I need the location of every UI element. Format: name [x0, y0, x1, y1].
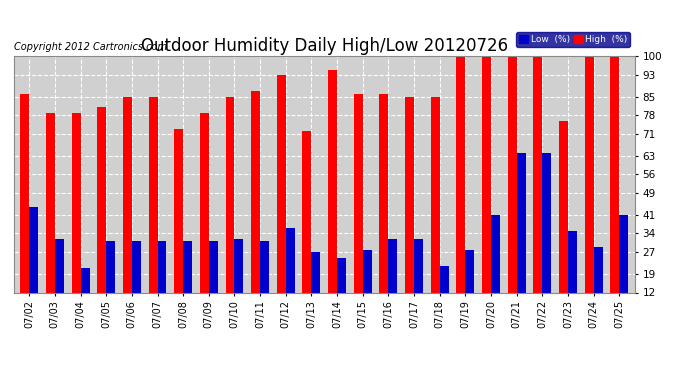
- Bar: [209, 242, 218, 325]
- Bar: [559, 121, 568, 325]
- Bar: [363, 249, 372, 325]
- Bar: [183, 242, 192, 325]
- Bar: [328, 70, 337, 325]
- Bar: [466, 249, 475, 325]
- Bar: [414, 239, 423, 325]
- Bar: [55, 239, 64, 325]
- Bar: [593, 247, 603, 325]
- Bar: [388, 239, 397, 325]
- Bar: [380, 94, 388, 325]
- Bar: [72, 112, 81, 325]
- Bar: [81, 268, 90, 325]
- Bar: [337, 258, 346, 325]
- Bar: [97, 107, 106, 325]
- Bar: [517, 153, 526, 325]
- Bar: [235, 239, 244, 325]
- Bar: [132, 242, 141, 325]
- Bar: [405, 96, 414, 325]
- Bar: [251, 91, 260, 325]
- Bar: [311, 252, 320, 325]
- Bar: [482, 56, 491, 325]
- Bar: [431, 96, 440, 325]
- Bar: [148, 96, 157, 325]
- Bar: [542, 153, 551, 325]
- Bar: [611, 56, 620, 325]
- Bar: [226, 96, 235, 325]
- Bar: [29, 207, 38, 325]
- Bar: [260, 242, 269, 325]
- Bar: [440, 266, 449, 325]
- Bar: [584, 56, 593, 325]
- Bar: [20, 94, 29, 325]
- Bar: [123, 96, 132, 325]
- Legend: Low  (%), High  (%): Low (%), High (%): [516, 32, 630, 47]
- Bar: [174, 129, 183, 325]
- Bar: [354, 94, 363, 325]
- Bar: [533, 56, 542, 325]
- Bar: [620, 214, 629, 325]
- Bar: [457, 56, 466, 325]
- Bar: [491, 214, 500, 325]
- Bar: [508, 56, 517, 325]
- Text: Copyright 2012 Cartronics.com: Copyright 2012 Cartronics.com: [14, 42, 167, 52]
- Bar: [46, 112, 55, 325]
- Title: Outdoor Humidity Daily High/Low 20120726: Outdoor Humidity Daily High/Low 20120726: [141, 37, 508, 55]
- Bar: [277, 75, 286, 325]
- Bar: [568, 231, 577, 325]
- Bar: [286, 228, 295, 325]
- Bar: [302, 131, 311, 325]
- Bar: [157, 242, 166, 325]
- Bar: [106, 242, 115, 325]
- Bar: [200, 112, 209, 325]
